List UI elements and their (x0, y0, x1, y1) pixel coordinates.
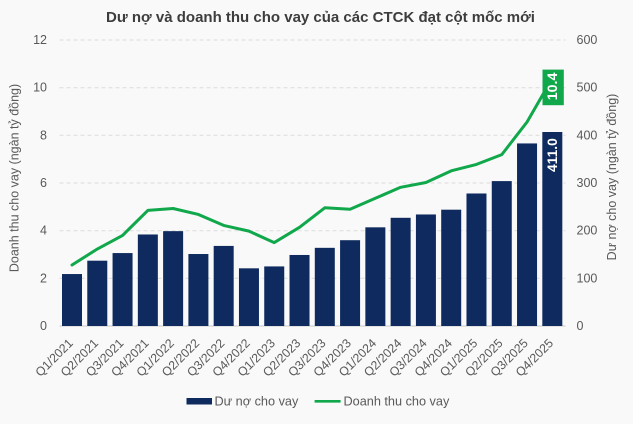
svg-text:300: 300 (577, 176, 598, 190)
svg-text:500: 500 (577, 81, 598, 95)
svg-text:411.0: 411.0 (545, 138, 560, 172)
svg-text:100: 100 (577, 271, 598, 285)
svg-text:400: 400 (577, 128, 598, 142)
svg-text:0: 0 (40, 319, 47, 333)
svg-text:10.4: 10.4 (545, 72, 561, 100)
svg-text:10: 10 (33, 81, 47, 95)
svg-text:0: 0 (577, 319, 584, 333)
svg-text:8: 8 (40, 128, 47, 142)
svg-text:Dư nợ cho vay: Dư nợ cho vay (215, 394, 299, 408)
svg-text:6: 6 (40, 176, 47, 190)
svg-text:200: 200 (577, 224, 598, 238)
svg-text:600: 600 (577, 33, 598, 47)
svg-text:Dư nợ cho vay (ngàn tỷ đồng): Dư nợ cho vay (ngàn tỷ đồng) (605, 94, 619, 261)
svg-text:2: 2 (40, 271, 47, 285)
svg-text:12: 12 (33, 33, 47, 47)
svg-text:4: 4 (40, 224, 47, 238)
svg-text:Doanh thu cho vay: Doanh thu cho vay (344, 394, 450, 408)
svg-text:Dư nợ và doanh thu cho vay của: Dư nợ và doanh thu cho vay của các CTCK … (106, 9, 535, 26)
svg-text:Doanh thu cho vay (ngàn tỷ đồn: Doanh thu cho vay (ngàn tỷ đồng) (8, 84, 22, 272)
